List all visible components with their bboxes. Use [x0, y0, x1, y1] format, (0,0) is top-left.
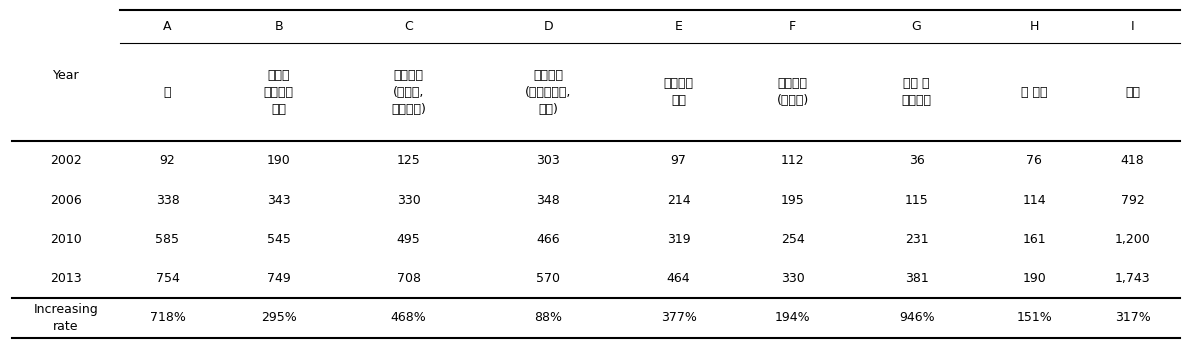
Text: 97: 97 [671, 155, 687, 167]
Text: D: D [544, 20, 553, 33]
Text: 718%: 718% [149, 311, 186, 324]
Text: F: F [789, 20, 796, 33]
Text: 115: 115 [905, 194, 929, 207]
Text: 464: 464 [666, 272, 690, 285]
Text: 36: 36 [908, 155, 925, 167]
Text: 792: 792 [1120, 194, 1144, 207]
Text: 468%: 468% [391, 311, 427, 324]
Text: 92: 92 [160, 155, 175, 167]
Text: 112: 112 [781, 155, 805, 167]
Text: 161: 161 [1023, 233, 1045, 246]
Text: 정신 및
행동장애: 정신 및 행동장애 [901, 77, 932, 107]
Text: 190: 190 [267, 155, 291, 167]
Text: 708: 708 [397, 272, 421, 285]
Text: 151%: 151% [1017, 311, 1051, 324]
Text: 2010: 2010 [50, 233, 82, 246]
Text: 545: 545 [267, 233, 291, 246]
Text: 2006: 2006 [50, 194, 82, 207]
Text: 190: 190 [1023, 272, 1045, 285]
Text: 348: 348 [536, 194, 560, 207]
Text: 194%: 194% [775, 311, 811, 324]
Text: 466: 466 [536, 233, 560, 246]
Text: 231: 231 [905, 233, 929, 246]
Text: 소화계통
(간질환): 소화계통 (간질환) [777, 77, 809, 107]
Text: 기타: 기타 [1125, 86, 1140, 99]
Text: 호흡계통
(인플루엔자,
폐렵): 호흡계통 (인플루엔자, 폐렵) [526, 69, 572, 116]
Text: 303: 303 [536, 155, 560, 167]
Text: 749: 749 [267, 272, 291, 285]
Text: A: A [163, 20, 172, 33]
Text: 125: 125 [397, 155, 421, 167]
Text: 343: 343 [267, 194, 291, 207]
Text: 비뇨생식
계통: 비뇨생식 계통 [664, 77, 694, 107]
Text: 377%: 377% [660, 311, 696, 324]
Text: 295%: 295% [261, 311, 297, 324]
Text: 338: 338 [156, 194, 179, 207]
Text: 1,743: 1,743 [1115, 272, 1150, 285]
Text: 88%: 88% [534, 311, 563, 324]
Text: Year: Year [52, 69, 79, 82]
Text: 1,200: 1,200 [1115, 233, 1150, 246]
Text: 495: 495 [397, 233, 421, 246]
Text: 2002: 2002 [50, 155, 82, 167]
Text: 214: 214 [666, 194, 690, 207]
Text: 114: 114 [1023, 194, 1045, 207]
Text: 946%: 946% [899, 311, 935, 324]
Text: 330: 330 [397, 194, 421, 207]
Text: 195: 195 [781, 194, 805, 207]
Text: 근골격
결합조직
질환: 근골격 결합조직 질환 [263, 69, 293, 116]
Text: 2013: 2013 [50, 272, 82, 285]
Text: 570: 570 [536, 272, 560, 285]
Text: 330: 330 [781, 272, 805, 285]
Text: Increasing
rate: Increasing rate [33, 303, 98, 333]
Text: 순환계통
(고혁압,
심장질환): 순환계통 (고혁압, 심장질환) [391, 69, 427, 116]
Text: 418: 418 [1120, 155, 1144, 167]
Text: I: I [1131, 20, 1135, 33]
Text: G: G [912, 20, 921, 33]
Text: 585: 585 [155, 233, 180, 246]
Text: E: E [675, 20, 683, 33]
Text: B: B [274, 20, 283, 33]
Text: 381: 381 [905, 272, 929, 285]
Text: C: C [404, 20, 414, 33]
Text: 754: 754 [155, 272, 180, 285]
Text: 76: 76 [1026, 155, 1042, 167]
Text: 암: 암 [163, 86, 172, 99]
Text: H: H [1030, 20, 1038, 33]
Text: 눈 질환: 눈 질환 [1020, 86, 1048, 99]
Text: 317%: 317% [1115, 311, 1150, 324]
Text: 319: 319 [666, 233, 690, 246]
Text: 254: 254 [781, 233, 805, 246]
